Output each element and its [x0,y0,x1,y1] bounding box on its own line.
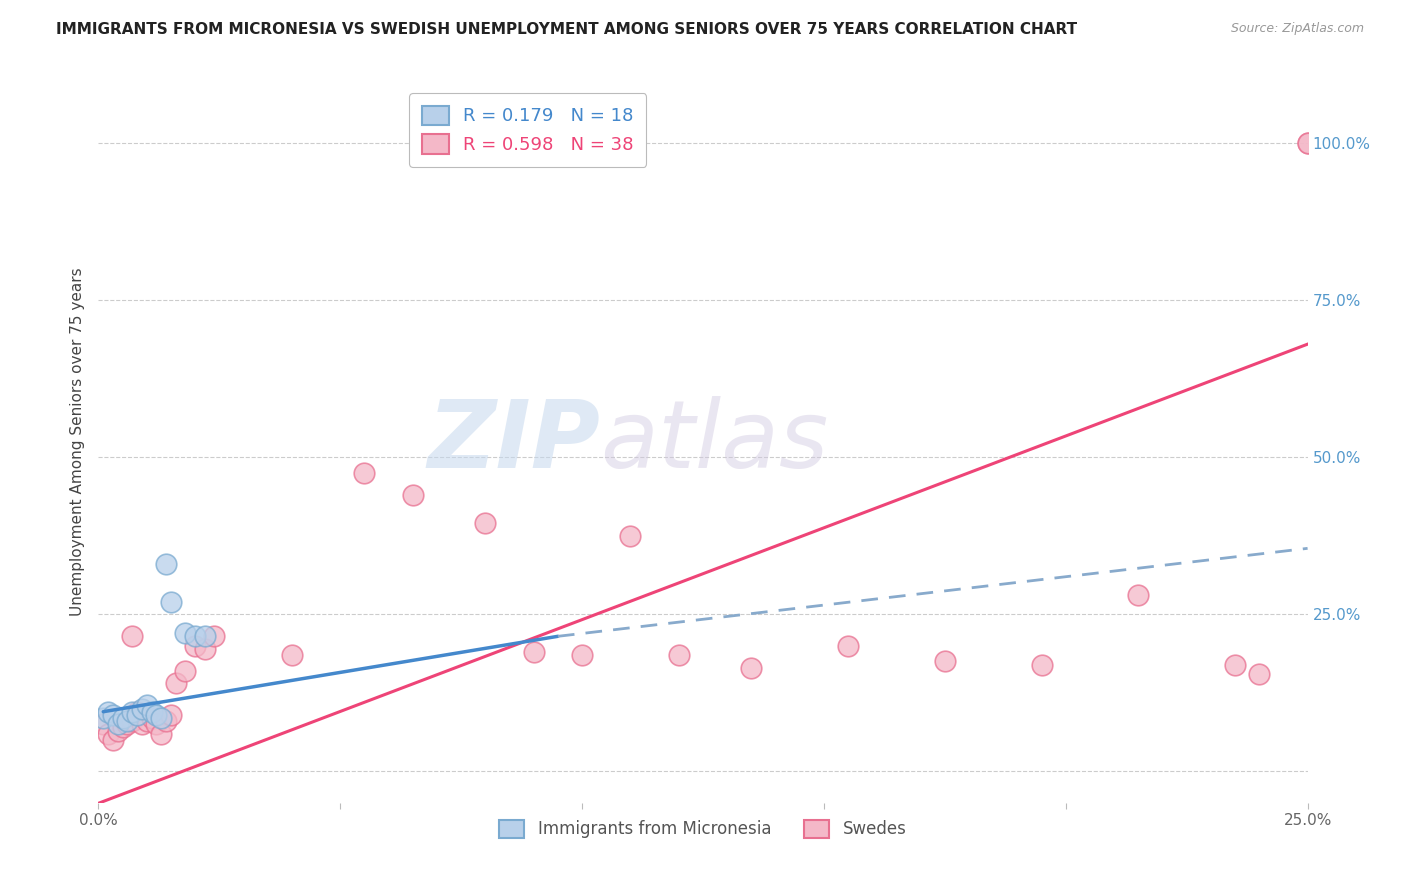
Point [107,723,129,738]
Point [934,655,956,669]
Point [204,629,226,643]
Point [174,664,197,678]
Legend: Immigrants from Micronesia, Swedes: Immigrants from Micronesia, Swedes [492,813,914,845]
Point [160,595,183,609]
Point [1128,589,1150,603]
Point [141,711,163,725]
Point [1296,136,1319,150]
Point [111,720,134,734]
Point [131,701,153,715]
Point [1296,136,1319,150]
Point [145,717,167,731]
Point [155,714,177,728]
Point [121,705,143,719]
Point [194,641,217,656]
Point [135,714,157,728]
Text: atlas: atlas [600,396,828,487]
Point [97,705,120,719]
Point [160,707,183,722]
Point [121,629,143,643]
Point [281,648,304,662]
Point [668,648,690,662]
Point [619,529,641,543]
Point [111,711,134,725]
Point [353,466,375,480]
Point [155,557,177,571]
Point [107,717,129,731]
Point [174,626,197,640]
Point [474,516,496,531]
Point [127,707,149,722]
Point [101,733,124,747]
Point [141,705,163,719]
Point [101,707,124,722]
Text: ZIP: ZIP [427,395,600,488]
Point [121,714,143,728]
Point [165,676,187,690]
Point [127,705,149,719]
Point [1223,657,1246,672]
Point [194,629,217,643]
Point [184,639,207,653]
Text: Source: ZipAtlas.com: Source: ZipAtlas.com [1230,22,1364,36]
Point [837,639,859,653]
Point [91,717,114,731]
Text: IMMIGRANTS FROM MICRONESIA VS SWEDISH UNEMPLOYMENT AMONG SENIORS OVER 75 YEARS C: IMMIGRANTS FROM MICRONESIA VS SWEDISH UN… [56,22,1077,37]
Point [150,727,173,741]
Point [91,711,114,725]
Point [150,711,173,725]
Point [97,727,120,741]
Y-axis label: Unemployment Among Seniors over 75 years: Unemployment Among Seniors over 75 years [69,268,84,615]
Point [117,717,139,731]
Point [740,661,762,675]
Point [1249,667,1271,681]
Point [1031,657,1053,672]
Point [184,629,207,643]
Point [117,714,139,728]
Point [402,488,425,502]
Point [131,717,153,731]
Point [145,707,167,722]
Point [571,648,593,662]
Point [523,645,546,659]
Point [135,698,157,713]
